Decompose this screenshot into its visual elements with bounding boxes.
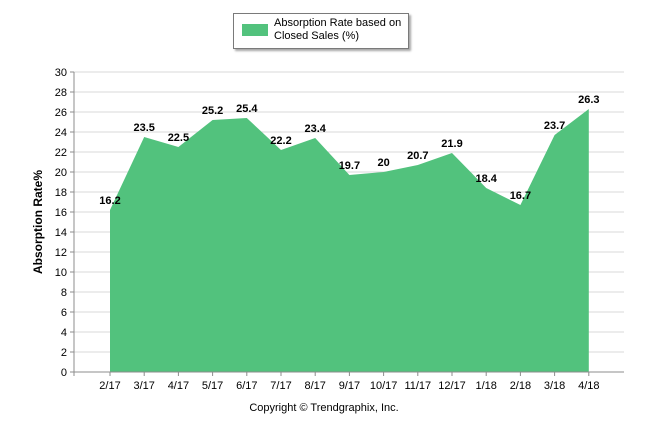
data-label: 18.4 <box>475 173 497 185</box>
x-tick-label: 12/17 <box>438 380 466 392</box>
area-fill <box>110 109 589 372</box>
y-tick-label: 20 <box>55 167 67 179</box>
y-tick-label: 26 <box>55 107 67 119</box>
x-tick-label: 10/17 <box>370 380 398 392</box>
x-tick-labels: 2/17 3/17 4/17 5/17 6/17 7/17 8/17 9/17 10/17 11/… <box>99 380 599 392</box>
x-tick-label: 7/17 <box>270 380 291 392</box>
data-label: 26.3 <box>578 94 599 106</box>
x-tick-label: 2/18 <box>510 380 531 392</box>
y-tick-label: 28 <box>55 87 67 99</box>
x-tick-label: 4/17 <box>168 380 189 392</box>
y-tick-label: 30 <box>55 67 67 79</box>
x-tick-label: 1/18 <box>475 380 496 392</box>
y-tick-label: 12 <box>55 247 67 259</box>
y-tick-label: 6 <box>61 307 67 319</box>
y-tick-label: 16 <box>55 207 67 219</box>
data-label: 21.9 <box>441 138 462 150</box>
x-tick-label: 3/18 <box>544 380 565 392</box>
y-tick-label: 8 <box>61 287 67 299</box>
legend-swatch <box>242 24 268 36</box>
x-tick-label: 4/18 <box>578 380 599 392</box>
data-label: 22.2 <box>270 135 291 147</box>
x-tick-label: 6/17 <box>236 380 257 392</box>
y-tick-label: 18 <box>55 187 67 199</box>
y-tick-label: 4 <box>61 327 67 339</box>
y-tick-label: 24 <box>55 127 67 139</box>
axes <box>70 71 624 376</box>
data-label: 20.7 <box>407 150 428 162</box>
x-tick-label: 8/17 <box>304 380 325 392</box>
y-tick-label: 22 <box>55 147 67 159</box>
y-tick-label: 10 <box>55 267 67 279</box>
y-tick-label: 14 <box>55 227 67 239</box>
data-label: 16.7 <box>510 190 531 202</box>
data-labels: 16.2 23.5 22.5 25.2 25.4 22.2 23.4 19.7 20 20.7 21… <box>99 94 599 207</box>
y-axis-label: Absorption Rate% <box>31 170 45 274</box>
y-tick-label: 0 <box>61 367 67 379</box>
data-label: 25.4 <box>236 103 258 115</box>
data-label: 23.4 <box>304 123 326 135</box>
data-label: 19.7 <box>339 160 360 172</box>
y-tick-label: 2 <box>61 347 67 359</box>
x-tick-label: 11/17 <box>404 380 431 392</box>
legend-label: Absorption Rate based on Closed Sales (%… <box>274 17 402 42</box>
x-tick-label: 2/17 <box>99 380 120 392</box>
copyright-text: Copyright © Trendgraphix, Inc. <box>249 402 399 414</box>
data-label: 23.7 <box>544 120 565 132</box>
data-label: 20 <box>377 157 389 169</box>
data-label: 16.2 <box>99 195 120 207</box>
area-series <box>110 109 589 372</box>
data-label: 25.2 <box>202 105 223 117</box>
data-label: 22.5 <box>168 132 189 144</box>
x-tick-label: 9/17 <box>339 380 360 392</box>
x-tick-label: 3/17 <box>133 380 154 392</box>
legend: Absorption Rate based on Closed Sales (%… <box>233 13 409 49</box>
data-label: 23.5 <box>133 122 154 134</box>
x-tick-label: 5/17 <box>202 380 223 392</box>
